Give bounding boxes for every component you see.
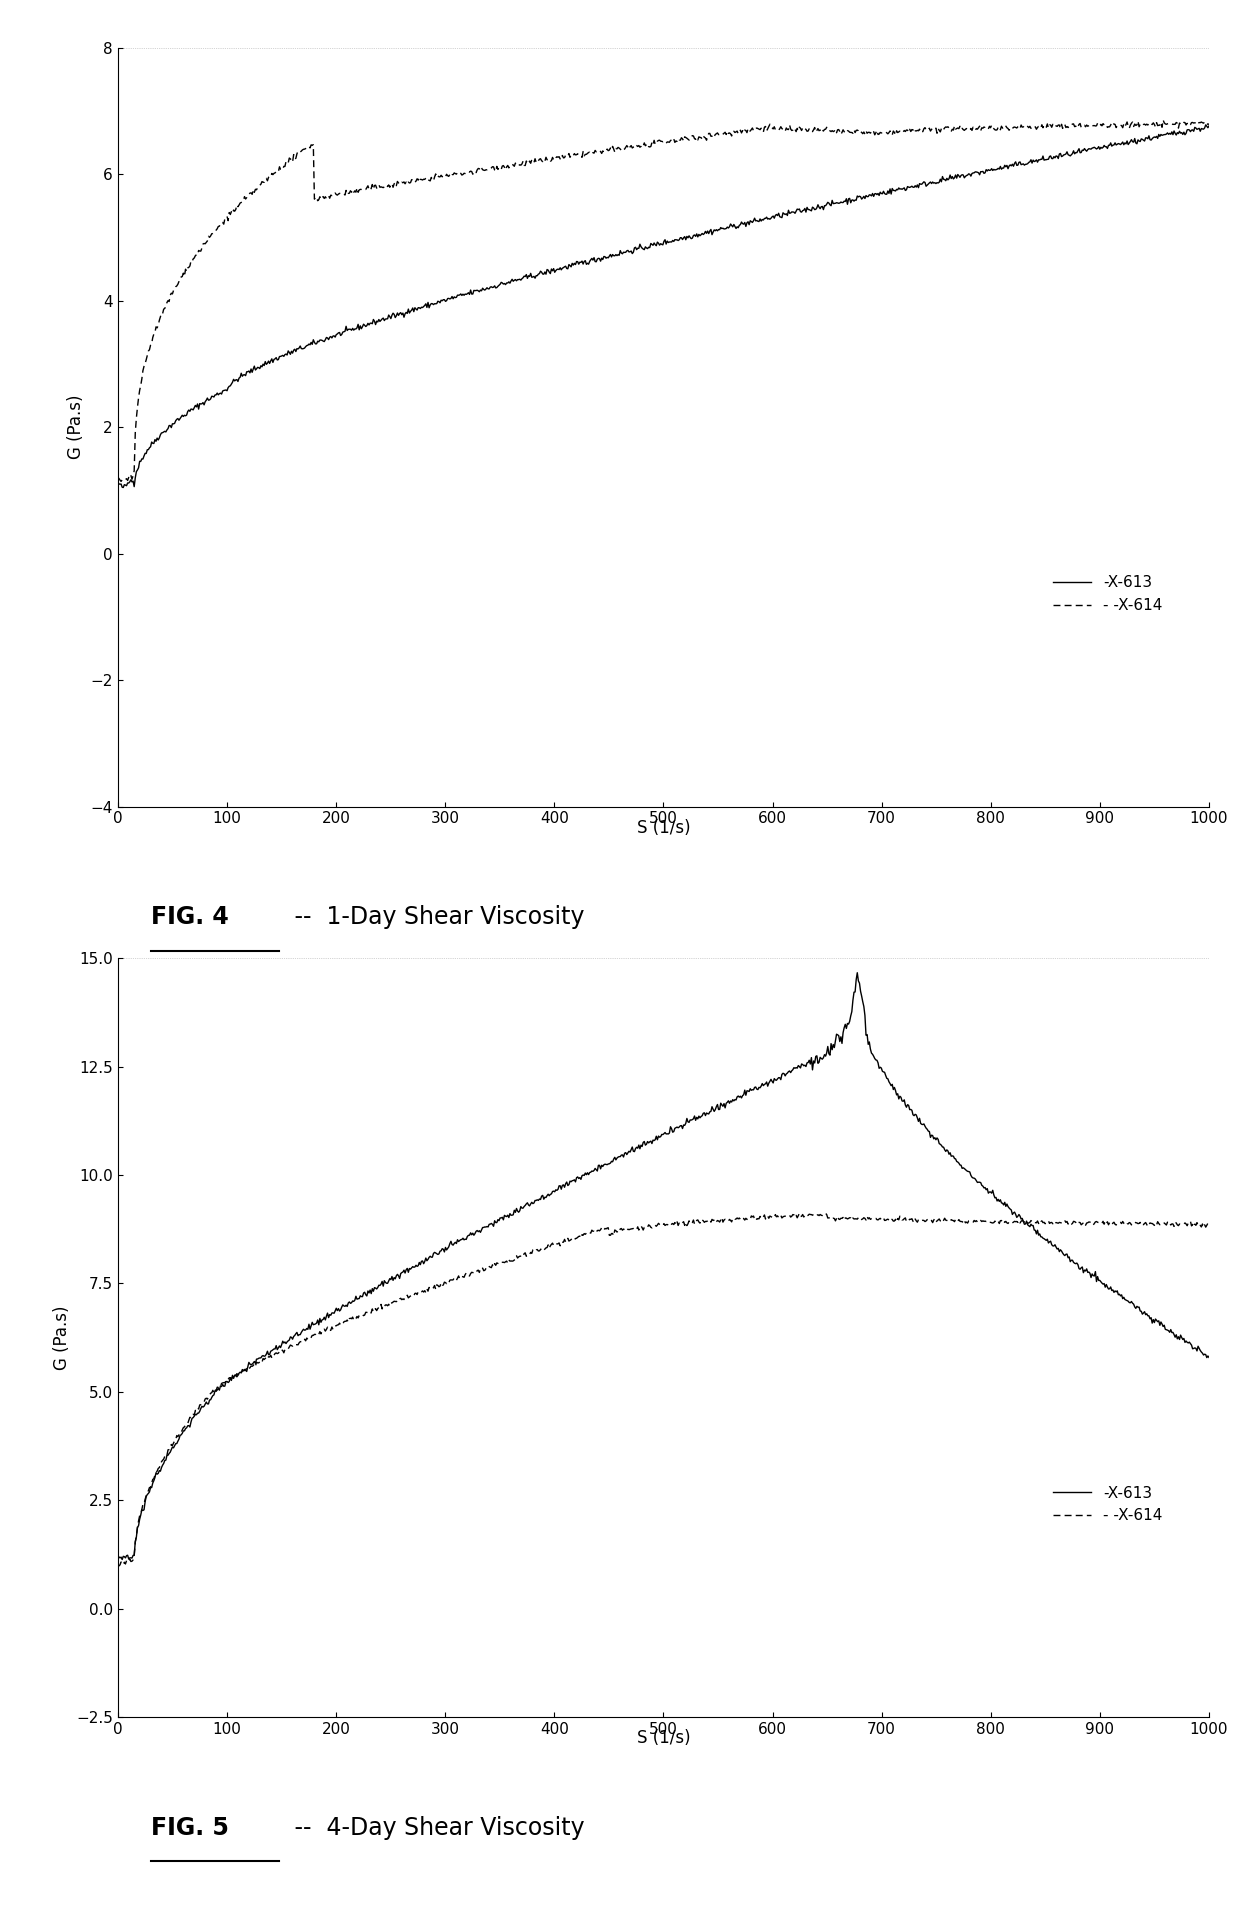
Text: S (1/s): S (1/s) [636,818,691,837]
Y-axis label: G (Pa.s): G (Pa.s) [52,1306,71,1369]
Text: FIG. 5: FIG. 5 [150,1815,228,1840]
Legend: -X-613, - -X-614: -X-613, - -X-614 [1047,568,1168,620]
Text: --  4-Day Shear Viscosity: -- 4-Day Shear Viscosity [286,1815,584,1840]
Text: S (1/s): S (1/s) [636,1730,691,1747]
Legend: -X-613, - -X-614: -X-613, - -X-614 [1047,1480,1168,1529]
Text: --  1-Day Shear Viscosity: -- 1-Day Shear Viscosity [286,906,584,929]
Text: FIG. 4: FIG. 4 [150,906,228,929]
Y-axis label: G (Pa.s): G (Pa.s) [67,395,86,460]
